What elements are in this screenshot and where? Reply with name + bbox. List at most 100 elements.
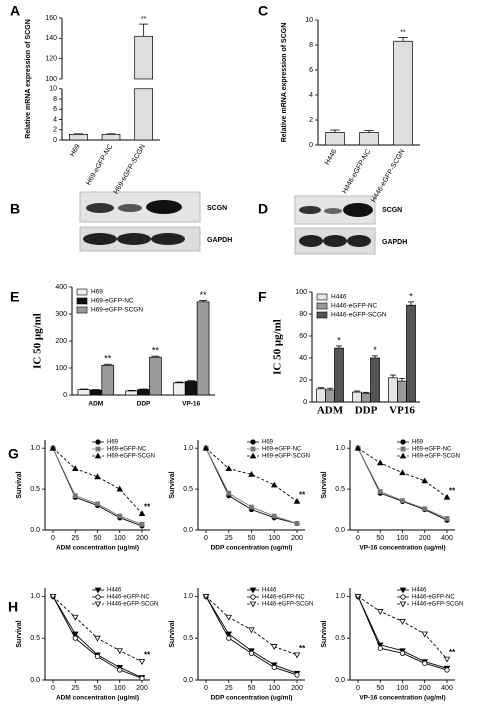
y-axis-title: IC 50 μg/ml: [32, 313, 44, 369]
x-tick-label: 200: [291, 685, 303, 692]
point: [138, 659, 146, 666]
point: [94, 473, 101, 480]
bar: [125, 390, 138, 396]
x-tick-label: 200: [419, 685, 431, 692]
x-axis-title: DDP concentration (ug/ml): [211, 545, 293, 552]
legend-marker: [95, 594, 101, 600]
legend-label: H446-eGFP-SCGN: [331, 312, 387, 319]
significance: **: [104, 354, 112, 364]
x-tick-label: 50: [248, 685, 256, 692]
legend-marker: [95, 439, 101, 445]
y-tick-label: 8: [309, 42, 313, 49]
point: [294, 521, 300, 526]
blot-label: GAPDH: [382, 239, 407, 246]
x-tick-label: 0: [51, 535, 55, 542]
x-tick-label: H446: [324, 148, 338, 166]
legend-marker: [400, 439, 406, 445]
y-tick-label: 0.5: [183, 486, 193, 493]
legend-label: H69-eGFP-NC: [262, 447, 302, 453]
y-tick-label: 0.5: [335, 635, 345, 642]
y-axis-title: Survival: [16, 471, 23, 498]
legend-swatch: [316, 302, 328, 310]
point: [422, 506, 428, 512]
legend-label: H446: [412, 588, 427, 594]
blot-d: D SCGN GAPDH: [258, 195, 407, 255]
panel-label: A: [10, 3, 20, 19]
legend-marker: [399, 452, 407, 459]
point: [225, 614, 233, 621]
point: [95, 501, 100, 507]
legend-label: H446-eGFP-NC: [331, 303, 378, 310]
significance: **: [144, 503, 151, 512]
band: [86, 203, 114, 213]
y-tick-label: 1.0: [30, 445, 40, 452]
legend-marker: [400, 594, 406, 600]
x-axis-title: DDP concentration (ug/ml): [211, 695, 293, 702]
x-tick-label: DDP: [355, 405, 378, 417]
legend-label: H69: [107, 440, 119, 446]
blot-label: GAPDH: [207, 237, 232, 244]
bar: [68, 134, 88, 141]
significance: *: [337, 335, 341, 345]
significance: **: [449, 648, 456, 657]
x-tick-label: 0: [356, 685, 360, 692]
legend-label: H69-eGFP-SCGN: [262, 454, 310, 460]
point: [117, 667, 123, 673]
legend-marker: [249, 587, 257, 594]
x-tick-label: 200: [136, 535, 148, 542]
x-tick-label: 0: [204, 685, 208, 692]
point: [248, 627, 255, 634]
significance: **: [400, 29, 406, 36]
x-tick-label: 50: [94, 535, 102, 542]
legend-label: H69-eGFP-SCGN: [91, 307, 143, 314]
y-tick-label: 1.0: [335, 593, 345, 600]
blot-b: B SCGN GAPDH: [10, 191, 232, 252]
point: [354, 444, 362, 451]
legend-marker: [399, 601, 407, 608]
point: [71, 465, 79, 472]
legend-marker: [399, 587, 407, 594]
point: [293, 497, 301, 504]
legend-label: H446-eGFP-SCGN: [107, 602, 158, 608]
point: [443, 493, 451, 500]
point: [226, 635, 232, 641]
series-line: [205, 447, 298, 502]
bar: [137, 389, 150, 396]
series-line: [52, 447, 143, 514]
y-tick-label: 300: [55, 311, 67, 318]
y-tick-label: 0: [303, 399, 307, 406]
x-tick-label: 100: [268, 535, 280, 542]
legend-marker: [94, 452, 102, 459]
point: [271, 513, 277, 519]
significance: *: [409, 291, 413, 301]
x-tick-label: VP16: [389, 405, 415, 417]
legend-swatch: [316, 293, 328, 301]
legend-swatch: [316, 311, 328, 319]
y-tick-label: 6: [53, 106, 57, 113]
bar: [316, 388, 326, 403]
point: [94, 635, 101, 642]
x-tick-label: 0: [51, 685, 55, 692]
x-tick-label: 25: [71, 535, 79, 542]
bar: [397, 380, 407, 403]
x-tick-label: H446-eGFP-SCGN: [370, 148, 406, 203]
y-tick-label: 0.0: [183, 677, 193, 684]
x-tick-label: 200: [136, 685, 148, 692]
series-line: [52, 447, 143, 525]
point: [71, 631, 79, 638]
y-axis-title: Survival: [169, 620, 176, 647]
panel-label: F: [258, 289, 267, 305]
point: [294, 672, 300, 678]
blot-label: SCGN: [382, 207, 402, 214]
point: [49, 593, 57, 600]
y-tick-label: 1.0: [30, 593, 40, 600]
bar: [101, 364, 115, 396]
bar: [134, 35, 154, 80]
y-tick-label: 10: [305, 17, 313, 24]
point: [444, 667, 450, 673]
y-tick-label: 0.0: [335, 677, 345, 684]
point: [225, 465, 233, 472]
x-tick-label: ADM: [317, 405, 344, 417]
x-tick-label: 100: [397, 535, 409, 542]
